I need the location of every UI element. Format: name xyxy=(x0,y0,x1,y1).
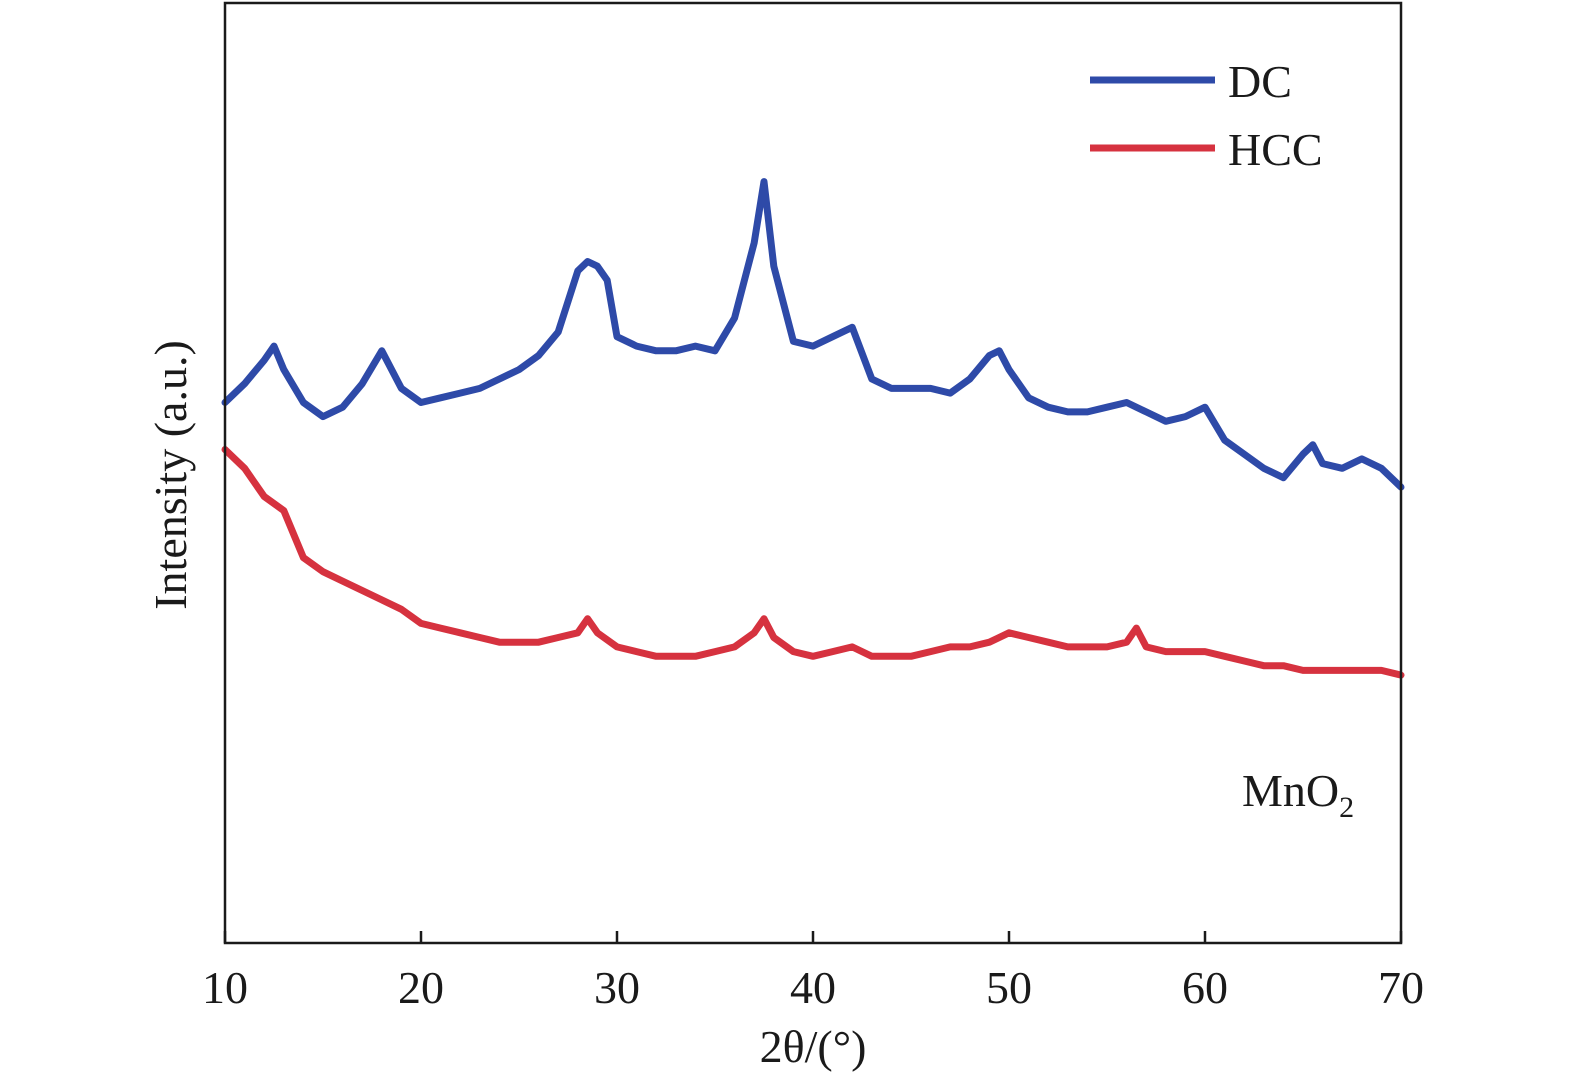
annotation-base: MnO xyxy=(1242,765,1339,816)
series-line-dc xyxy=(221,178,1405,491)
x-axis-label: 2θ/(°) xyxy=(760,1021,867,1072)
series-layer xyxy=(221,178,1405,679)
x-tick-label: 60 xyxy=(1182,962,1228,1013)
legend: DC HCC xyxy=(1090,56,1323,175)
y-axis-label: Intensity (a.u.) xyxy=(145,340,196,610)
plot-frame xyxy=(223,1,1403,945)
x-axis-ticks: 10 20 30 40 50 60 70 xyxy=(202,931,1424,1013)
legend-label-hcc: HCC xyxy=(1228,124,1323,175)
x-tick-label: 10 xyxy=(202,962,248,1013)
x-tick-label: 40 xyxy=(790,962,836,1013)
legend-label-dc: DC xyxy=(1228,56,1292,107)
x-tick-label: 50 xyxy=(986,962,1032,1013)
series-line-hcc xyxy=(221,446,1405,679)
annotation-mno2: MnO2 xyxy=(1242,765,1354,824)
x-tick-label: 70 xyxy=(1378,962,1424,1013)
x-tick-label: 20 xyxy=(398,962,444,1013)
annotation-subscript: 2 xyxy=(1339,791,1354,824)
x-tick-label: 30 xyxy=(594,962,640,1013)
